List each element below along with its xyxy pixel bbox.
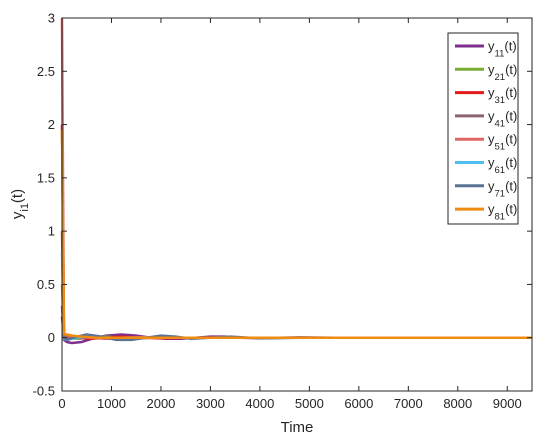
series-layer xyxy=(60,17,532,345)
y-axis-label-subscript: i1 xyxy=(19,203,31,212)
legend-entry-label: y11(t) xyxy=(488,39,517,60)
legend-label-subscript: 81 xyxy=(495,211,506,222)
legend-entry-label: y21(t) xyxy=(488,62,517,83)
x-tick-label: 6000 xyxy=(344,396,373,411)
legend-label-base: y xyxy=(488,202,495,217)
series-line-8 xyxy=(60,129,532,339)
legend-label-subscript: 61 xyxy=(495,165,506,176)
legend-label-base: y xyxy=(488,108,495,123)
x-tick-label: 3000 xyxy=(196,396,225,411)
x-axis-label: Time xyxy=(281,419,314,436)
x-tick-label: 0 xyxy=(58,396,65,411)
legend-box xyxy=(447,32,519,225)
x-tick-label: 9000 xyxy=(493,396,522,411)
axes-layer xyxy=(61,17,533,392)
legend-entry-label: y41(t) xyxy=(488,108,517,128)
y-tick-label: 1.5 xyxy=(37,170,55,185)
y-tick-label: -0.5 xyxy=(33,384,55,399)
legend-entry-label: y51(t) xyxy=(488,132,517,153)
legend-label-base: y xyxy=(488,132,495,147)
legend-label-suffix: (t) xyxy=(504,39,516,54)
legend-label-suffix: (t) xyxy=(505,62,517,77)
y-axis-ticks: -0.5 0 0.5 1 1.5 2 2.5 3 xyxy=(33,11,532,399)
y-tick-label: 0 xyxy=(48,330,55,345)
x-axis-ticks: 0 1000 2000 3000 4000 5000 6000 7000 8000 9000 xyxy=(58,18,522,411)
y-tick-label: 1 xyxy=(48,224,55,239)
legend-label-suffix: (t) xyxy=(505,155,517,170)
legend-label-suffix: (t) xyxy=(505,202,517,217)
legend-label-base: y xyxy=(488,39,495,54)
legend-label-base: y xyxy=(488,85,495,100)
x-tick-label: 7000 xyxy=(394,396,423,411)
legend-entry-label: y31(t) xyxy=(488,85,517,106)
legend-entry-label: y71(t) xyxy=(488,178,517,199)
legend-label-subscript: 11 xyxy=(495,48,505,59)
y-tick-label: 2 xyxy=(48,117,55,132)
legend-label-subscript: 31 xyxy=(495,95,506,106)
y-axis-label-base: y xyxy=(9,211,26,219)
x-tick-label: 8000 xyxy=(443,396,472,411)
legend-label-subscript: 71 xyxy=(495,188,506,199)
axes-box xyxy=(61,17,533,392)
legend-label-suffix: (t) xyxy=(505,132,517,147)
y-tick-label: 0.5 xyxy=(37,277,55,292)
legend: y11(t)y21(t)y31(t)y41(t)y51(t)y61(t)y71(… xyxy=(447,32,519,225)
legend-label-subscript: 41 xyxy=(495,118,506,129)
y-axis-label-suffix: (t) xyxy=(9,189,26,203)
legend-label-subscript: 21 xyxy=(495,71,506,82)
legend-label-suffix: (t) xyxy=(505,178,517,193)
x-tick-label: 1000 xyxy=(97,396,126,411)
legend-label-subscript: 51 xyxy=(495,141,506,152)
legend-label-suffix: (t) xyxy=(505,108,517,123)
y-axis-label: yi1(t) xyxy=(9,189,31,219)
y-tick-label: 3 xyxy=(48,11,55,26)
legend-label-suffix: (t) xyxy=(505,85,517,100)
legend-label-base: y xyxy=(488,62,495,77)
legend-entry-label: y61(t) xyxy=(488,155,517,176)
x-tick-label: 5000 xyxy=(295,396,324,411)
x-tick-label: 2000 xyxy=(146,396,175,411)
legend-entry-label: y81(t) xyxy=(488,202,517,223)
x-tick-label: 4000 xyxy=(245,396,274,411)
legend-label-base: y xyxy=(488,178,495,193)
y-tick-label: 2.5 xyxy=(37,64,55,79)
legend-label-base: y xyxy=(488,155,495,170)
